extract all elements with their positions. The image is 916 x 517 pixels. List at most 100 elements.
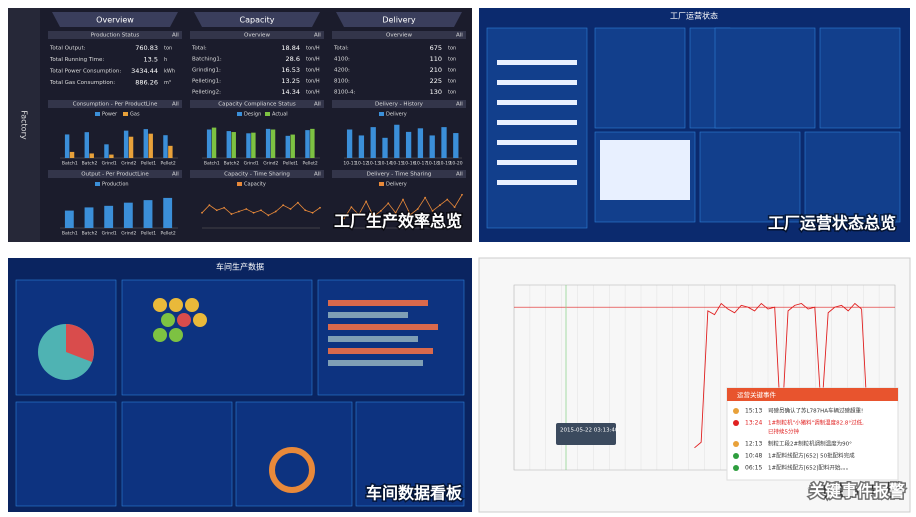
section-bar: [48, 100, 182, 108]
row-label: Batching1:: [192, 57, 222, 63]
bar: [123, 202, 133, 228]
point: [409, 213, 412, 216]
point: [304, 209, 307, 212]
chart-title: Consumption - Per ProductLine: [73, 102, 158, 108]
x-tick-label: Grind2: [121, 231, 136, 237]
point: [431, 210, 434, 212]
bar: [64, 134, 70, 158]
row-label: Pelleting1:: [192, 79, 221, 85]
bar: [148, 133, 153, 158]
bar: [128, 136, 134, 158]
bar: [226, 131, 232, 158]
row-label: 4200:: [334, 68, 350, 74]
bar: [394, 124, 400, 158]
row-value: 110: [430, 55, 442, 63]
efficiency-caption: 工厂生产效率总览: [334, 212, 462, 231]
operation-title: 工厂运营状态: [670, 11, 718, 21]
row-unit: ton: [448, 79, 456, 85]
column-tab: [52, 12, 178, 27]
legend-label: Gas: [130, 112, 140, 118]
section-title: Overview: [244, 33, 270, 39]
sidebar: [8, 8, 40, 242]
workshop-caption: 车间数据看板: [366, 484, 463, 503]
row-value: 760.83: [135, 44, 158, 52]
bar: [417, 128, 424, 158]
all-button: All: [172, 172, 179, 178]
column-header: Delivery: [382, 16, 415, 25]
all-button: All: [456, 172, 463, 178]
bar: [84, 132, 90, 158]
line: [694, 302, 876, 449]
legend-label: Delivery: [386, 182, 407, 188]
column-tab: [336, 12, 462, 27]
event-time: 13:24: [745, 420, 762, 427]
point: [237, 210, 240, 213]
event-text: 已持续5分钟: [768, 428, 799, 436]
section-bar: [190, 100, 324, 108]
legend-swatch: [265, 112, 270, 116]
event-text: 制粒工段2#制粒机调制温度为90°: [768, 440, 852, 448]
row-unit: ton/H: [306, 90, 320, 96]
point: [260, 209, 262, 212]
section-bar: [190, 170, 324, 178]
row-value: 18.84: [281, 44, 300, 52]
chart-title: Capacity - Time Sharing: [224, 172, 290, 178]
bar: [370, 127, 376, 158]
x-tick-label: Grind1: [102, 161, 117, 167]
column-tab: [194, 12, 320, 27]
event-box: [726, 387, 899, 481]
chart-title: Output - Per ProductLine: [81, 172, 149, 178]
legend-swatch: [123, 112, 128, 116]
section-bar: [190, 31, 324, 39]
row-value: 16.53: [281, 66, 300, 74]
point: [453, 206, 456, 209]
point: [387, 202, 390, 205]
point: [438, 204, 441, 207]
bar: [163, 197, 173, 228]
all-button: All: [314, 102, 321, 108]
event-time: 06:15: [745, 465, 762, 472]
legend-label: Power: [102, 112, 118, 118]
workshop-bars: [328, 300, 438, 366]
bar: [206, 129, 212, 158]
bar: [346, 129, 353, 158]
row-unit: kWh: [164, 69, 175, 75]
bar: [270, 129, 276, 158]
row-label: 8100-4:: [334, 90, 355, 96]
point: [311, 211, 314, 214]
row-unit: ton: [448, 46, 456, 52]
legend-label: Actual: [272, 112, 288, 118]
point: [230, 213, 233, 215]
row-label: Total:: [191, 46, 207, 52]
row-label: Grinding1:: [192, 68, 221, 74]
x-tick-label: Pellet2: [161, 161, 176, 167]
event-icon: [733, 453, 739, 459]
bar: [89, 153, 94, 158]
x-tick-label: Grind1: [244, 161, 259, 167]
all-button: All: [456, 102, 463, 108]
event-icon: [733, 441, 739, 447]
point: [365, 200, 368, 203]
tooltip-box: [556, 423, 616, 445]
legend-label: Production: [102, 182, 129, 188]
x-tick-label: Batch1: [62, 231, 78, 237]
legend-label: Capacity: [244, 182, 266, 188]
event-header: [727, 388, 898, 401]
legend-label: Delivery: [386, 112, 407, 118]
x-tick-label: 10-19: [438, 161, 451, 167]
point: [282, 204, 285, 207]
bar: [310, 128, 315, 158]
row-value: 14.34: [281, 88, 300, 96]
section-title: Overview: [386, 33, 412, 39]
bar: [285, 135, 291, 158]
chart-title: Delivery - Time Sharing: [367, 172, 432, 178]
all-button: All: [172, 33, 179, 39]
workshop-title: 车间生产数据: [216, 262, 264, 272]
row-unit: ton/H: [306, 46, 320, 52]
bar: [143, 200, 153, 228]
point: [394, 211, 397, 214]
section-bar: [332, 31, 466, 39]
all-button: All: [172, 102, 179, 108]
bar: [246, 133, 251, 158]
